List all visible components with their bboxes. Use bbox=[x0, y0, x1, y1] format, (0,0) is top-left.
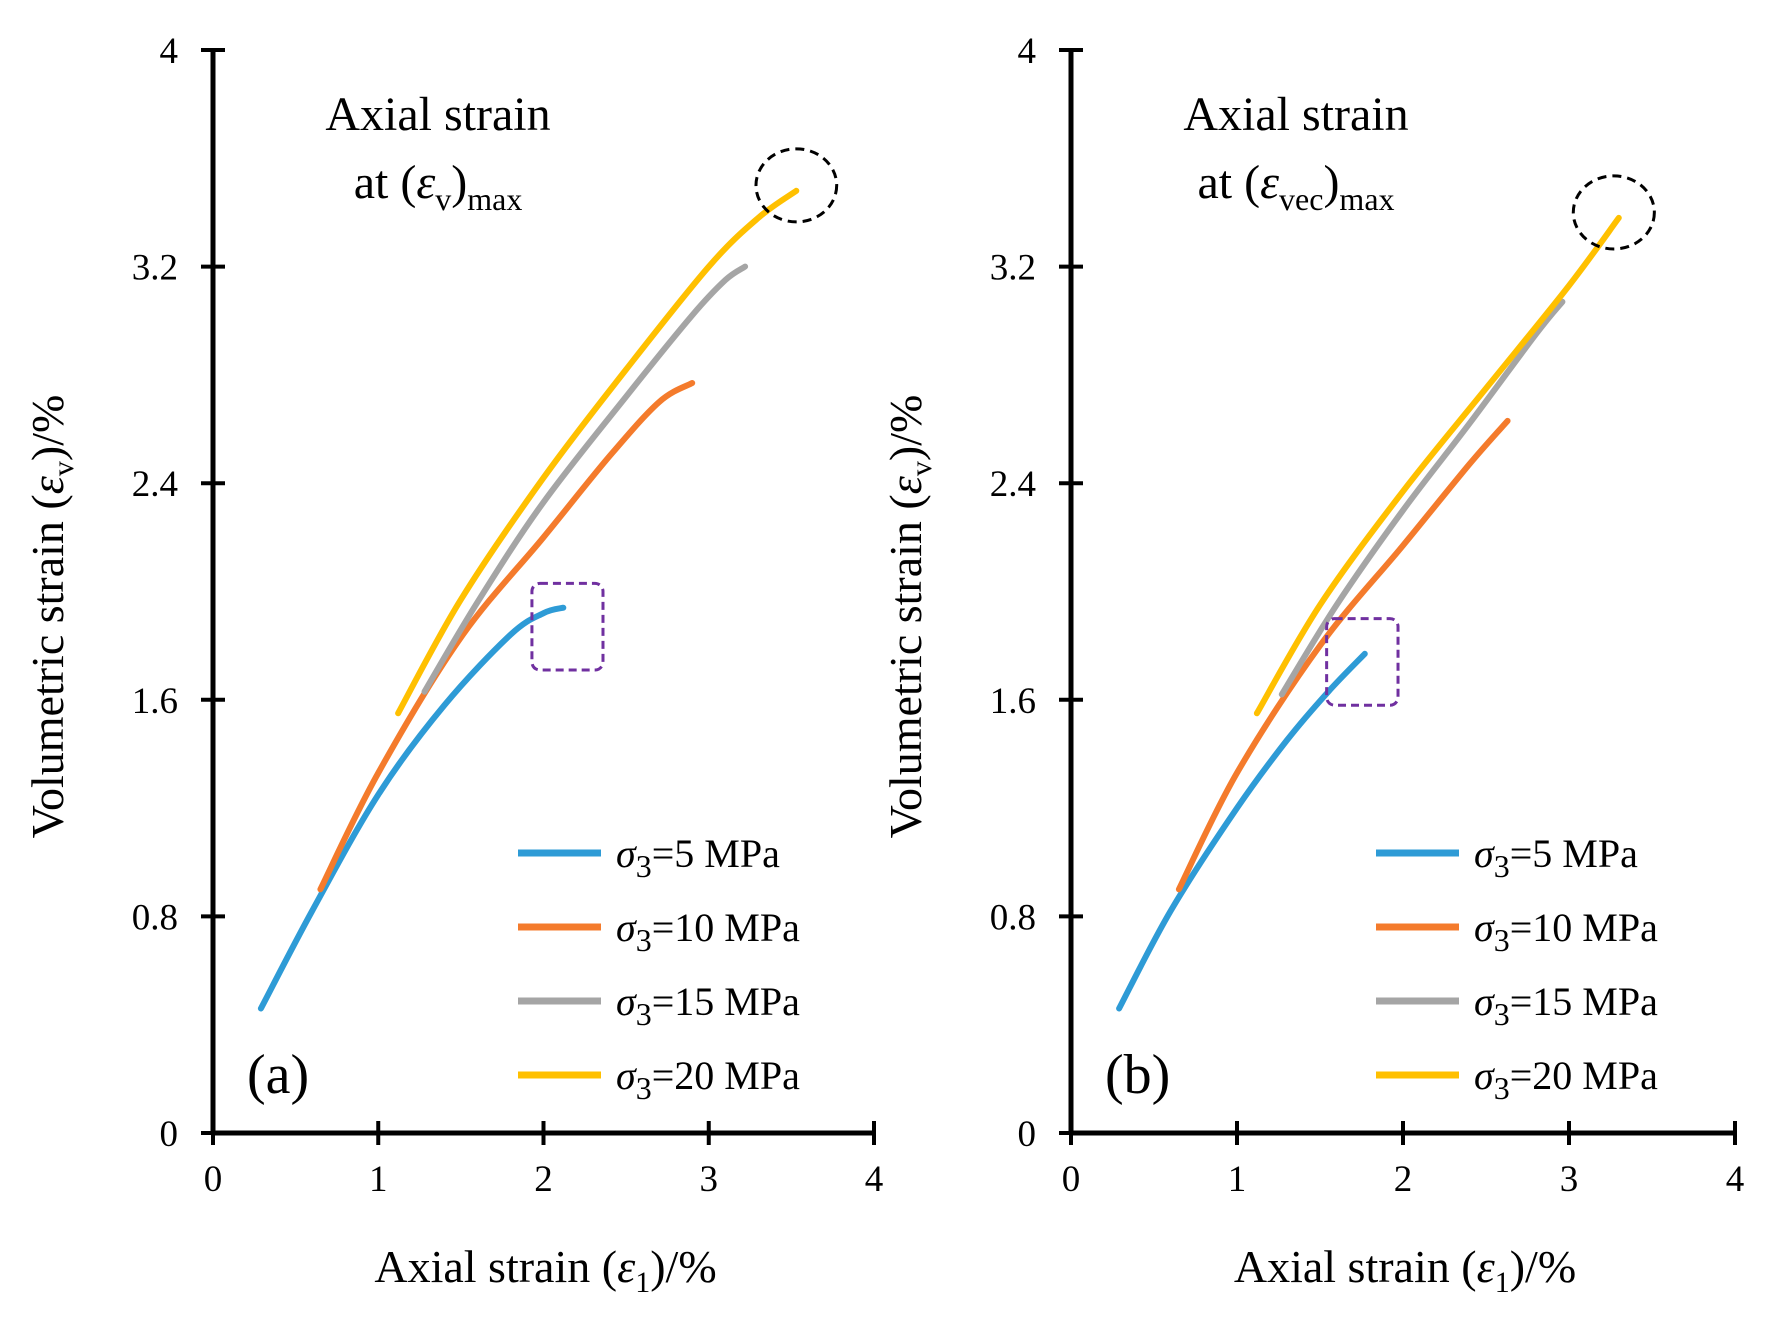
y-tick-label: 2.4 bbox=[990, 464, 1036, 505]
y-tick-label: 1.6 bbox=[990, 681, 1036, 722]
x-tick-label: 4 bbox=[865, 1159, 884, 1200]
x-tick-label: 4 bbox=[1726, 1159, 1745, 1200]
x-tick-label: 1 bbox=[369, 1159, 388, 1200]
highlight-box bbox=[1325, 617, 1400, 707]
x-tick-label: 0 bbox=[204, 1159, 223, 1200]
panel-b: 0 0.8 1.6 2.4 3.2 4 0 1 2 3 4 Axial strain (ε1)/% Vo… bbox=[880, 31, 1744, 1299]
series-line-1 bbox=[1116, 650, 1368, 1012]
panel-title-line1: Axial strain bbox=[1183, 88, 1408, 141]
highlight-ellipse bbox=[754, 147, 839, 224]
y-tick-label: 0.8 bbox=[132, 897, 178, 938]
series-line-4 bbox=[1253, 214, 1622, 717]
series-line-2 bbox=[317, 380, 696, 893]
panel-title-line1: Axial strain bbox=[325, 88, 550, 141]
series-line-4 bbox=[395, 187, 800, 717]
panel-title-line2: at (εv)max bbox=[354, 156, 523, 217]
y-tick-label: 4 bbox=[160, 31, 179, 72]
legend-label-3: σ3=15 MPa bbox=[1474, 979, 1658, 1032]
x-axis-title: Axial strain (ε1)/% bbox=[1234, 1241, 1576, 1299]
panel-a: 0 0.8 1.6 2.4 3.2 4 0 1 2 3 4 Axial strain (ε1)/% Vo… bbox=[22, 31, 883, 1299]
y-axis-title: Volumetric strain (εv)/% bbox=[880, 395, 938, 839]
x-tick-label: 0 bbox=[1062, 1159, 1081, 1200]
y-tick-label: 1.6 bbox=[132, 681, 178, 722]
y-tick-label: 3.2 bbox=[990, 248, 1036, 289]
series-line-3 bbox=[1278, 298, 1566, 698]
legend-label-3: σ3=15 MPa bbox=[616, 979, 800, 1032]
legend-label-1: σ3=5 MPa bbox=[616, 831, 780, 884]
series-line-3 bbox=[421, 263, 749, 695]
y-tick-label: 2.4 bbox=[132, 464, 178, 505]
highlight-ellipse bbox=[1571, 174, 1656, 251]
panel-letter: (a) bbox=[247, 1044, 309, 1106]
y-tick-label: 0 bbox=[1018, 1114, 1037, 1155]
x-tick-label: 3 bbox=[700, 1159, 719, 1200]
y-tick-label: 3.2 bbox=[132, 248, 178, 289]
x-tick-label: 1 bbox=[1228, 1159, 1247, 1200]
y-tick-label: 0 bbox=[160, 1114, 179, 1155]
highlight-box bbox=[530, 581, 605, 672]
series-line-1 bbox=[257, 604, 567, 1012]
legend-label-2: σ3=10 MPa bbox=[616, 905, 800, 958]
panel-title-line2: at (εvec)max bbox=[1197, 156, 1394, 217]
legend-label-2: σ3=10 MPa bbox=[1474, 905, 1658, 958]
legend-label-4: σ3=20 MPa bbox=[616, 1053, 800, 1106]
x-tick-label: 2 bbox=[534, 1159, 553, 1200]
x-axis-title: Axial strain (ε1)/% bbox=[374, 1241, 716, 1299]
x-tick-label: 2 bbox=[1394, 1159, 1413, 1200]
y-axis-title: Volumetric strain (εv)/% bbox=[22, 395, 80, 839]
y-tick-label: 4 bbox=[1018, 31, 1037, 72]
panel-letter: (b) bbox=[1105, 1044, 1170, 1106]
legend-label-1: σ3=5 MPa bbox=[1474, 831, 1638, 884]
y-tick-label: 0.8 bbox=[990, 897, 1036, 938]
legend-label-4: σ3=20 MPa bbox=[1474, 1053, 1658, 1106]
x-tick-label: 3 bbox=[1560, 1159, 1579, 1200]
